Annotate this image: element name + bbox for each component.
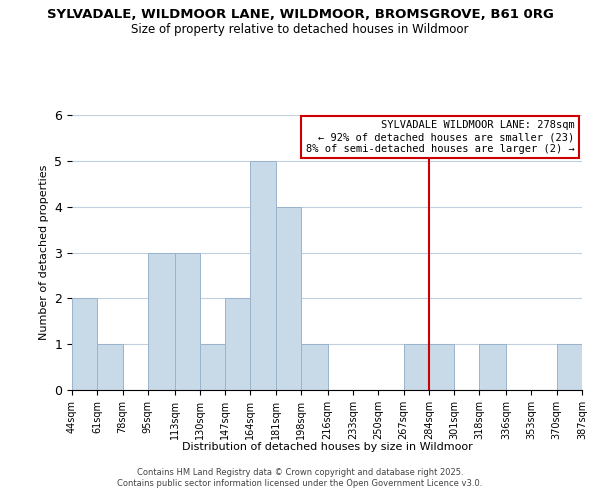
Bar bbox=[429, 344, 454, 390]
Bar bbox=[225, 298, 250, 390]
Bar bbox=[200, 344, 225, 390]
Bar bbox=[479, 344, 506, 390]
Bar bbox=[250, 161, 276, 390]
Bar bbox=[557, 344, 582, 390]
Bar bbox=[148, 252, 175, 390]
Text: SYLVADALE WILDMOOR LANE: 278sqm
← 92% of detached houses are smaller (23)
8% of : SYLVADALE WILDMOOR LANE: 278sqm ← 92% of… bbox=[305, 120, 574, 154]
Bar bbox=[404, 344, 429, 390]
X-axis label: Distribution of detached houses by size in Wildmoor: Distribution of detached houses by size … bbox=[182, 442, 472, 452]
Bar bbox=[175, 252, 200, 390]
Text: SYLVADALE, WILDMOOR LANE, WILDMOOR, BROMSGROVE, B61 0RG: SYLVADALE, WILDMOOR LANE, WILDMOOR, BROM… bbox=[47, 8, 553, 20]
Bar bbox=[301, 344, 328, 390]
Text: Size of property relative to detached houses in Wildmoor: Size of property relative to detached ho… bbox=[131, 22, 469, 36]
Bar bbox=[72, 298, 97, 390]
Text: Contains HM Land Registry data © Crown copyright and database right 2025.
Contai: Contains HM Land Registry data © Crown c… bbox=[118, 468, 482, 487]
Bar bbox=[276, 206, 301, 390]
Bar bbox=[97, 344, 122, 390]
Y-axis label: Number of detached properties: Number of detached properties bbox=[39, 165, 49, 340]
